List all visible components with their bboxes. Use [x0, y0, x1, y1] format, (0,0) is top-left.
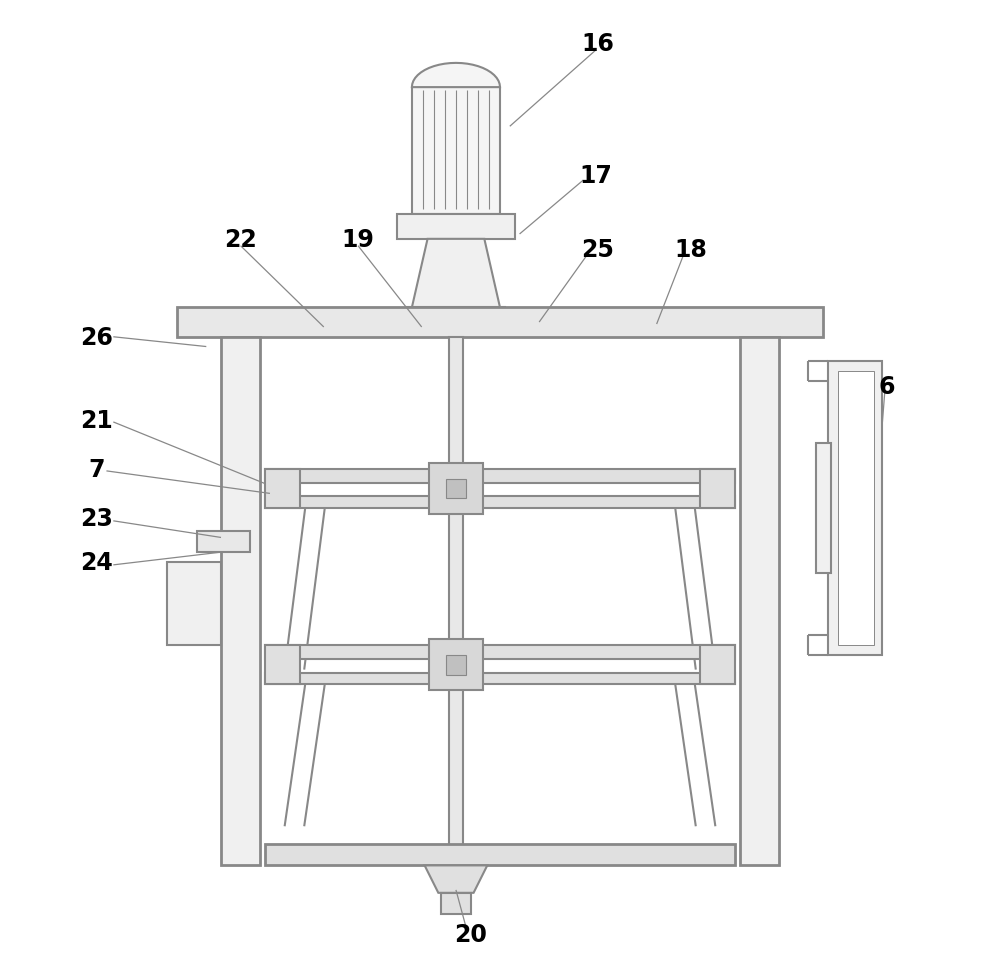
Bar [449, 337, 463, 895]
Bar [446, 655, 466, 675]
Polygon shape [425, 866, 487, 893]
Bar [265, 844, 735, 866]
Text: 16: 16 [581, 32, 614, 56]
Bar [446, 479, 466, 499]
Bar [265, 497, 735, 509]
Text: 24: 24 [80, 551, 113, 574]
Bar [700, 645, 735, 685]
Bar [407, 308, 505, 323]
Text: 6: 6 [878, 375, 895, 398]
Polygon shape [412, 240, 500, 308]
Bar [197, 531, 250, 553]
Text: 21: 21 [80, 409, 113, 432]
Bar [816, 444, 831, 573]
Bar [441, 893, 471, 914]
Bar [740, 337, 779, 866]
Text: 23: 23 [80, 507, 113, 530]
Text: 17: 17 [580, 164, 612, 188]
Text: 19: 19 [342, 228, 374, 251]
Bar [265, 469, 735, 483]
Bar [429, 640, 483, 690]
Bar [265, 645, 300, 685]
Text: 26: 26 [80, 326, 113, 349]
Text: 20: 20 [454, 922, 487, 946]
Bar [838, 372, 874, 645]
Bar [177, 308, 823, 337]
Text: 18: 18 [674, 238, 707, 261]
Bar [221, 337, 260, 866]
Bar [167, 562, 221, 645]
Bar [828, 362, 882, 655]
Text: 22: 22 [224, 228, 257, 251]
Bar [397, 215, 515, 240]
Bar [412, 88, 500, 215]
Bar [700, 469, 735, 509]
Polygon shape [412, 64, 500, 88]
Bar [265, 645, 735, 659]
Bar [265, 673, 735, 685]
Text: 7: 7 [88, 458, 105, 481]
Text: 25: 25 [581, 238, 614, 261]
Bar [429, 464, 483, 514]
Bar [265, 469, 300, 509]
